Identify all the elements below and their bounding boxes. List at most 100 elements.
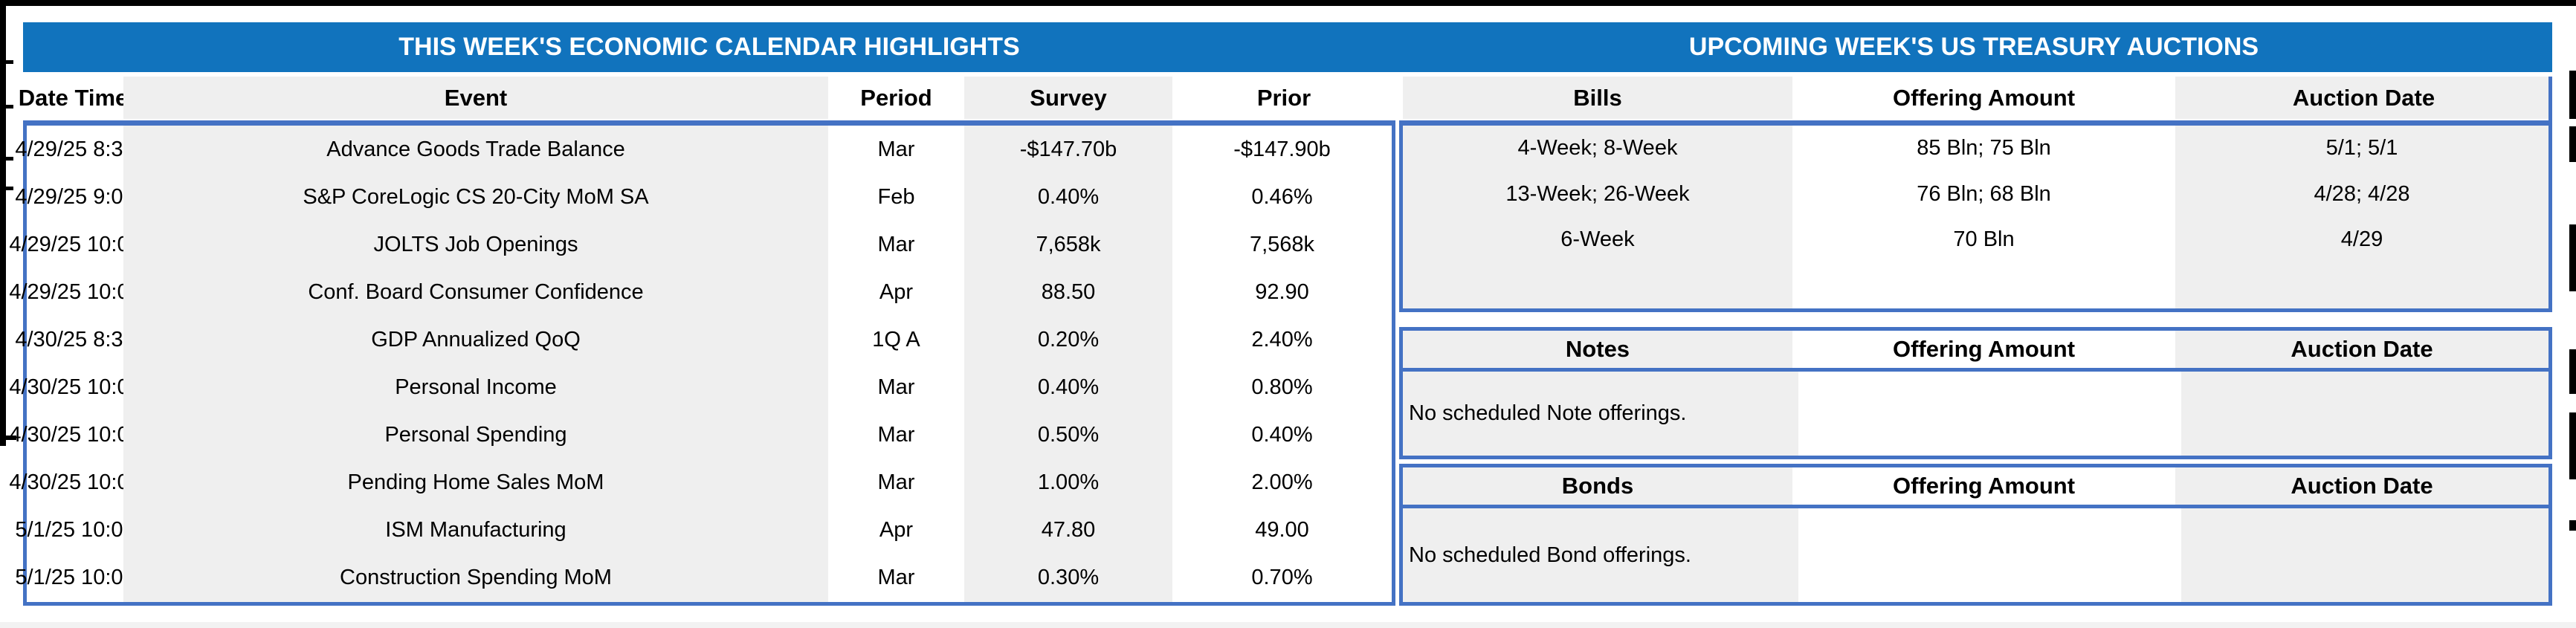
cell-period: Apr: [879, 279, 914, 304]
cell-prior: 2.00%: [1251, 470, 1313, 495]
cell-auction-date: 4/29: [2175, 217, 2548, 263]
cell-period: Mar: [877, 566, 915, 590]
frame-left-tick: [6, 60, 13, 64]
auctions-title: UPCOMING WEEK'S US TREASURY AUCTIONS: [1688, 33, 2259, 61]
cell-auction-date: 4/28; 4/28: [2175, 171, 2548, 217]
column-header-row: Date Time Event Period Survey Prior Bill…: [18, 77, 2552, 119]
cell-bill-type: 4-Week; 8-Week: [1403, 126, 1792, 172]
banner: THIS WEEK'S ECONOMIC CALENDAR HIGHLIGHTS…: [23, 22, 2552, 72]
cell-date-time: 4/30/25 10:00: [9, 375, 141, 400]
frame-left-tick: [6, 436, 16, 440]
bonds-empty-cell: [1798, 508, 2181, 602]
cell-event: ISM Manufacturing: [123, 506, 828, 554]
cell-survey: 0.50%: [964, 411, 1172, 459]
header-date-time: Date Time: [18, 84, 129, 111]
cell-offering-amount: 85 Bln; 75 Bln: [1917, 136, 2051, 161]
cell-prior: 7,568k: [1249, 232, 1315, 256]
cell-event: GDP Annualized QoQ: [123, 316, 828, 364]
table-row: 4-Week; 8-Week 85 Bln; 75 Bln 5/1; 5/1: [1403, 126, 2548, 172]
table-row: 4/30/25 10:00 Personal Income Mar 0.40% …: [9, 363, 1392, 412]
cell-event: Personal Spending: [123, 411, 828, 459]
right-border-cap: [2548, 77, 2552, 120]
cell-date-time: 4/30/25 10:00: [9, 423, 141, 447]
cell-event: JOLTS Job Openings: [123, 221, 828, 269]
cell-offering-amount: 70 Bln: [1953, 227, 2015, 252]
cell-offering-amount: 76 Bln; 68 Bln: [1917, 181, 2051, 206]
frame-right-edge: [2569, 349, 2576, 394]
cell-date-time: 5/1/25 10:00: [15, 566, 135, 590]
cell-prior: 92.90: [1255, 279, 1309, 304]
table-row: [1403, 262, 2548, 309]
frame-right-edge: [2569, 224, 2576, 291]
bonds-header-row: Bonds Offering Amount Auction Date: [1399, 464, 2552, 508]
table-row: 5/1/25 10:00 Construction Spending MoM M…: [15, 554, 1392, 602]
table-gap: [1395, 77, 1403, 119]
cell-period: Mar: [877, 470, 915, 495]
cell-prior: 2.40%: [1251, 327, 1313, 352]
cell-offering-amount: [1792, 263, 2175, 309]
frame-top-edge: [0, 0, 2576, 6]
bonds-empty-cell: [2181, 508, 2548, 602]
cell-period: Mar: [877, 375, 915, 400]
header-survey: Survey: [964, 77, 1172, 119]
frame-left-edge: [0, 0, 6, 446]
cell-date-time: 5/1/25 10:00: [15, 518, 135, 543]
cell-bill-type: [1403, 262, 1792, 308]
table-row: 4/30/25 10:00 Pending Home Sales MoM Mar…: [9, 459, 1392, 507]
cell-date-time: 4/30/25 8:30: [15, 327, 135, 352]
cell-bill-type: 13-Week; 26-Week: [1403, 171, 1792, 217]
cell-event: Advance Goods Trade Balance: [123, 126, 828, 174]
table-row: 4/29/25 10:00 Conf. Board Consumer Confi…: [9, 268, 1392, 317]
cell-survey: 0.20%: [964, 316, 1172, 364]
bonds-table: No scheduled Bond offerings.: [1399, 508, 2552, 606]
frame-left-tick: [6, 187, 13, 190]
cell-prior: 0.80%: [1251, 375, 1313, 400]
cell-survey: 47.80: [964, 506, 1172, 554]
cell-period: Feb: [877, 184, 915, 209]
notes-table: No scheduled Note offerings.: [1399, 372, 2552, 459]
cell-survey: 0.40%: [964, 363, 1172, 412]
frame-right-edge: [2569, 520, 2576, 531]
header-period: Period: [860, 84, 932, 111]
cell-prior: 0.40%: [1251, 423, 1313, 447]
cell-prior: 49.00: [1255, 518, 1309, 543]
header-event: Event: [123, 77, 828, 119]
table-row: 4/30/25 10:00 Personal Spending Mar 0.50…: [9, 411, 1392, 459]
cell-date-time: 4/29/25 8:30: [15, 137, 135, 161]
frame-right-edge: [2569, 71, 2576, 119]
table-row: 4/29/25 10:00 JOLTS Job Openings Mar 7,6…: [9, 221, 1392, 269]
cell-survey: 1.00%: [964, 459, 1172, 507]
bonds-empty-message: No scheduled Bond offerings.: [1403, 508, 1798, 602]
table-row: 4/29/25 9:00 S&P CoreLogic CS 20-City Mo…: [15, 173, 1392, 221]
cell-event: Personal Income: [123, 363, 828, 412]
header-bills: Bills: [1403, 77, 1792, 119]
header-prior: Prior: [1256, 84, 1311, 111]
header-offering-amount: Offering Amount: [1892, 84, 2076, 111]
cell-date-time: 4/29/25 10:00: [9, 279, 141, 304]
cell-period: Mar: [877, 137, 915, 161]
table-row: 6-Week 70 Bln 4/29: [1403, 217, 2548, 263]
header-bonds: Bonds: [1403, 467, 1792, 505]
cell-event: Conf. Board Consumer Confidence: [123, 268, 828, 317]
calendar-title: THIS WEEK'S ECONOMIC CALENDAR HIGHLIGHTS: [398, 33, 1020, 61]
cell-period: Apr: [879, 518, 914, 543]
header-auction-date: Auction Date: [2175, 331, 2548, 368]
cell-period: Mar: [877, 423, 915, 447]
table-row: 4/30/25 8:30 GDP Annualized QoQ 1Q A 0.2…: [15, 316, 1392, 364]
cell-auction-date: 5/1; 5/1: [2175, 126, 2548, 172]
cell-date-time: 4/29/25 10:00: [9, 232, 141, 256]
frame-right-edge: [2569, 126, 2576, 162]
cell-prior: 0.46%: [1251, 184, 1313, 209]
cell-date-time: 4/30/25 10:00: [9, 470, 141, 495]
frame-left-tick: [6, 105, 13, 109]
header-auction-date: Auction Date: [2175, 77, 2552, 119]
header-auction-date: Auction Date: [2175, 467, 2548, 505]
cell-period: 1Q A: [872, 327, 920, 352]
cell-prior: 0.70%: [1251, 566, 1313, 590]
cell-survey: 0.40%: [964, 173, 1172, 221]
bills-table: 4-Week; 8-Week 85 Bln; 75 Bln 5/1; 5/1 1…: [1399, 120, 2552, 312]
frame-bottom-strip: [0, 622, 2576, 628]
header-offering-amount: Offering Amount: [1892, 336, 2076, 362]
cell-event: S&P CoreLogic CS 20-City MoM SA: [123, 173, 828, 221]
